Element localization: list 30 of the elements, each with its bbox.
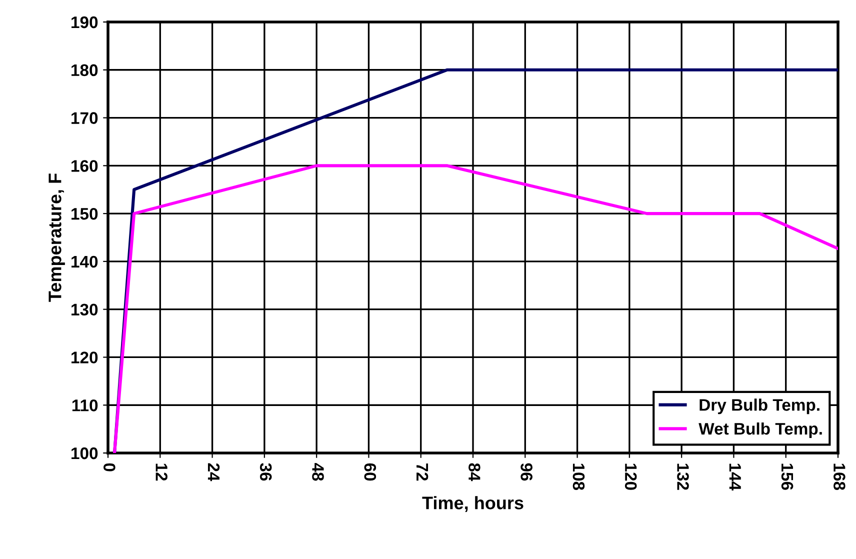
- x-axis-title: Time, hours: [422, 496, 524, 512]
- y-axis-title: Temperature, F: [48, 174, 65, 302]
- y-tick-label: 120: [72, 352, 98, 364]
- y-tick-label: 160: [72, 160, 98, 172]
- x-tick-label: 108: [572, 464, 585, 490]
- x-tick-label: 24: [208, 463, 220, 482]
- x-tick-label: 12: [156, 464, 168, 481]
- y-tick-label: 170: [72, 112, 98, 124]
- x-tick-label: 84: [468, 463, 480, 482]
- x-tick-label: 0: [104, 463, 116, 472]
- x-tick-label: 96: [520, 463, 532, 481]
- x-tick-label: 156: [781, 464, 794, 490]
- y-tick-label: 100: [72, 447, 98, 460]
- x-tick-label: 36: [260, 463, 272, 481]
- y-tick-label: 190: [72, 16, 98, 28]
- legend-label: Wet Bulb Temp.: [698, 422, 822, 438]
- x-tick-label: 168: [834, 464, 846, 490]
- y-tick-label: 150: [72, 208, 98, 220]
- y-tick-label: 110: [72, 400, 98, 412]
- line-series: [112, 164, 838, 453]
- y-tick-label: 130: [72, 304, 98, 316]
- x-tick-label: 132: [677, 464, 689, 490]
- x-tick-label: 144: [729, 464, 741, 490]
- x-tick-label: 120: [624, 464, 637, 490]
- x-tick-label: 48: [312, 462, 324, 481]
- y-tick-label: 140: [72, 256, 98, 268]
- y-tick-label: 180: [72, 64, 98, 76]
- x-tick-label: 60: [364, 463, 376, 481]
- legend-label: Dry Bulb Temp.: [700, 398, 820, 414]
- x-tick-label: 72: [416, 463, 428, 481]
